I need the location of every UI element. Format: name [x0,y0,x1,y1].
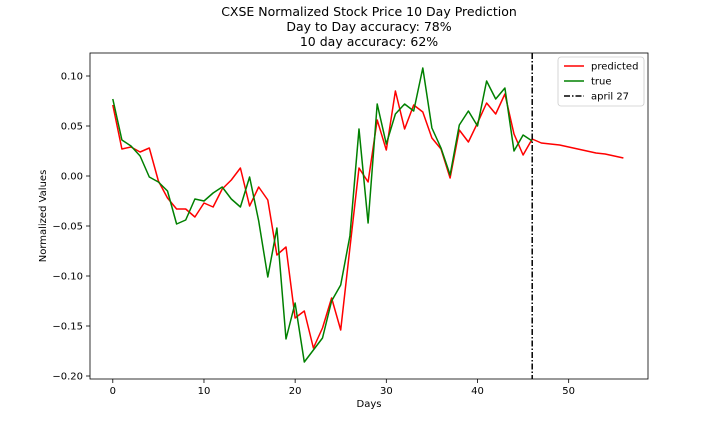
series-layer [112,53,624,379]
legend-label-predicted: predicted [591,62,638,73]
x-axis: 0 10 20 30 40 50 [110,379,575,397]
series-line-predicted [112,90,624,349]
y-tick-label: −0.10 [52,272,83,283]
y-axis: −0.20 −0.15 −0.10 −0.05 0.00 0.05 0.10 [52,72,90,383]
y-tick-label: 0.10 [61,72,83,83]
legend-label-true: true [591,77,612,88]
x-tick-label: 10 [198,386,211,397]
series-line-true [112,67,533,363]
y-tick-label: −0.20 [52,372,83,383]
title-line-3: 10 day accuracy: 62% [300,34,438,49]
y-axis-label: Normalized Values [38,170,49,263]
y-tick-label: 0.00 [61,172,83,183]
x-tick-label: 20 [289,386,302,397]
legend-label-april-27: april 27 [591,92,629,103]
plot-frame [89,52,649,380]
x-tick-label: 30 [380,386,393,397]
y-tick-label: −0.05 [52,222,83,233]
x-tick-label: 50 [562,386,575,397]
x-tick-label: 0 [110,386,116,397]
chart-title: CXSE Normalized Stock Price 10 Day Predi… [221,4,517,49]
legend-box [557,56,645,107]
title-line-1: CXSE Normalized Stock Price 10 Day Predi… [221,4,517,19]
y-tick-label: −0.15 [52,322,83,333]
title-line-2: Day to Day accuracy: 78% [286,19,451,34]
x-tick-label: 40 [471,386,484,397]
x-axis-label: Days [357,399,382,410]
y-tick-label: 0.05 [61,122,83,133]
legend: predicted true april 27 [557,56,645,107]
